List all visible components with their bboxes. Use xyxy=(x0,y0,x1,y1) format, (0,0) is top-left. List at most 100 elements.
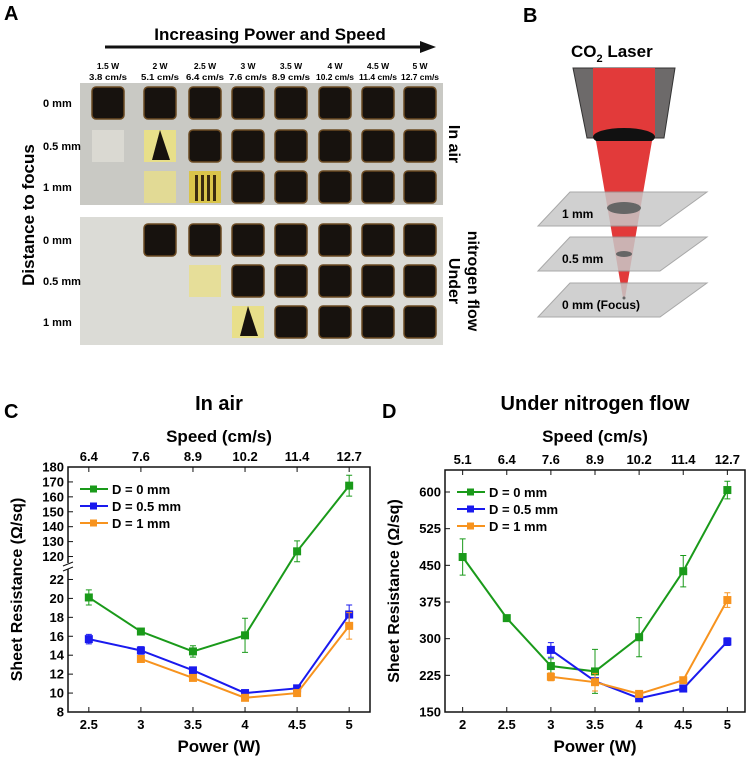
column-power-label: 3 W xyxy=(240,61,256,71)
x2-tick-label: 8.9 xyxy=(586,452,604,467)
condition-label: In air xyxy=(445,125,462,163)
x-tick-label: 5 xyxy=(724,717,731,732)
y-tick-label: 600 xyxy=(419,485,441,500)
data-point xyxy=(136,627,145,636)
laser-square-full xyxy=(231,129,265,163)
x2-tick-label: 7.6 xyxy=(542,452,560,467)
data-point xyxy=(241,631,250,640)
y-tick-label: 16 xyxy=(50,629,64,644)
legend-marker xyxy=(90,519,97,527)
row-distance-label: 1 mm xyxy=(43,317,72,329)
burn-stripe xyxy=(207,175,210,201)
y-axis-title: Sheet Resistance (Ω/sq) xyxy=(9,498,26,682)
burn-stripe xyxy=(195,175,198,201)
data-point xyxy=(188,666,197,675)
column-speed-label: 10.2 cm/s xyxy=(316,72,354,82)
data-point xyxy=(679,684,688,693)
laser-square-yellow xyxy=(144,171,176,203)
y-tick-label: 300 xyxy=(419,631,441,646)
data-point xyxy=(591,667,599,676)
data-point xyxy=(679,567,688,576)
y-tick-label: 170 xyxy=(42,474,64,489)
data-point xyxy=(679,676,688,685)
data-point xyxy=(635,689,644,698)
laser-square-full xyxy=(403,170,437,204)
laser-square-full xyxy=(143,86,177,120)
y-tick-label: 12 xyxy=(50,667,64,682)
legend-marker xyxy=(90,502,97,510)
series-line xyxy=(88,613,350,695)
laser-square-yellow xyxy=(189,265,221,297)
y-tick-label: 150 xyxy=(419,705,441,720)
y-tick-label: 140 xyxy=(42,519,64,534)
data-point xyxy=(241,689,250,698)
x-tick-label: 4 xyxy=(241,717,249,732)
laser-square-full xyxy=(318,170,352,204)
x2-tick-label: 12.7 xyxy=(715,452,740,467)
x-axis-title: Power (W) xyxy=(553,737,636,756)
laser-square-full xyxy=(403,264,437,298)
y-tick-label: 120 xyxy=(42,549,64,564)
x2-tick-label: 5.1 xyxy=(454,452,472,467)
x2-tick-label: 10.2 xyxy=(626,452,651,467)
data-point xyxy=(136,654,145,663)
panel-label-b: B xyxy=(523,5,537,27)
legend-label: D = 0.5 mm xyxy=(112,499,181,514)
beam-spot xyxy=(607,202,641,214)
axis-break-icon xyxy=(62,561,74,572)
data-point xyxy=(293,689,302,698)
x-tick-label: 3 xyxy=(137,717,144,732)
laser-square-full xyxy=(274,170,308,204)
laser-square-full xyxy=(231,86,265,120)
laser-square-full xyxy=(403,129,437,163)
laser-square-full xyxy=(231,264,265,298)
x2-tick-label: 12.7 xyxy=(337,449,362,464)
data-point xyxy=(723,596,732,605)
top-axis-title: Speed (cm/s) xyxy=(166,427,272,446)
burn-patch xyxy=(240,306,258,336)
series-line xyxy=(461,489,729,673)
condition-label: nitrogen flow xyxy=(464,231,481,332)
panel-label-a: A xyxy=(4,3,18,25)
y-tick-label: 130 xyxy=(42,534,64,549)
burn-stripe xyxy=(213,175,216,201)
data-point xyxy=(293,547,302,556)
axis-break xyxy=(64,563,72,569)
column-power-label: 5 W xyxy=(412,61,428,71)
laser-square-full xyxy=(403,86,437,120)
column-speed-label: 5.1 cm/s xyxy=(141,72,179,82)
chart-d: D Under nitrogen flow Speed (cm/s) Power (W… xyxy=(382,393,746,756)
y-tick-label: 225 xyxy=(419,668,441,683)
data-point xyxy=(345,621,354,630)
column-power-label: 1.5 W xyxy=(97,61,120,71)
chart-title: Under nitrogen flow xyxy=(501,393,690,415)
panel-a: A Increasing Power and Speed Distance to… xyxy=(4,3,481,345)
column-speed-label: 7.6 cm/s xyxy=(229,72,267,82)
row-distance-label: 0.5 mm xyxy=(43,276,81,288)
y-tick-label: 22 xyxy=(50,572,64,587)
y-axis-title: Sheet Resistance (Ω/sq) xyxy=(386,499,403,683)
laser-square-full xyxy=(361,223,395,257)
x-tick-label: 2.5 xyxy=(80,717,98,732)
chart-title: In air xyxy=(195,393,243,415)
legend-marker xyxy=(90,485,97,493)
data-point xyxy=(723,637,732,646)
row-distance-label: 0.5 mm xyxy=(43,141,81,153)
x-tick-label: 3.5 xyxy=(586,717,604,732)
laser-square-full xyxy=(188,129,222,163)
laser-square-full xyxy=(91,86,125,120)
data-point xyxy=(635,633,644,642)
laser-square-full xyxy=(361,170,395,204)
y-tick-label: 150 xyxy=(42,504,64,519)
laser-square-full xyxy=(318,129,352,163)
x2-tick-label: 6.4 xyxy=(80,449,99,464)
data-point xyxy=(546,672,555,681)
x-tick-label: 4.5 xyxy=(674,717,692,732)
plane-label: 1 mm xyxy=(562,207,593,221)
legend-marker xyxy=(467,488,474,496)
laser-square-full xyxy=(318,264,352,298)
focus-plane xyxy=(536,282,709,318)
y-tick-label: 14 xyxy=(50,648,65,663)
x-tick-label: 2.5 xyxy=(498,717,516,732)
legend-label: D = 0 mm xyxy=(112,482,170,497)
